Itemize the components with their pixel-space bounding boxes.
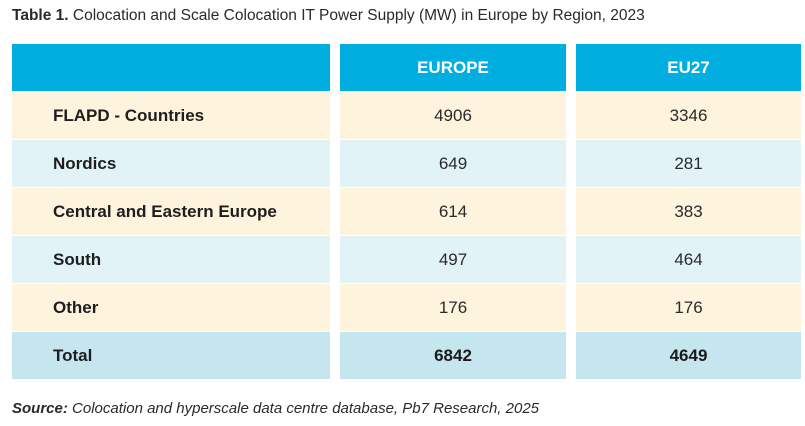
europe-value-cell: 176 <box>340 284 566 331</box>
data-table: EUROPE EU27 FLAPD - Countries 4906 3346 Nor… <box>12 44 801 380</box>
source-label: Source: <box>12 400 68 417</box>
row-label-cell: FLAPD - Countries <box>12 92 330 139</box>
header-cell-europe: EUROPE <box>340 44 566 91</box>
source-text: Colocation and hyperscale data centre da… <box>72 400 540 417</box>
row-label-cell: Nordics <box>12 140 330 187</box>
eu27-value-cell: 176 <box>576 284 801 331</box>
eu27-value-cell: 3346 <box>576 92 801 139</box>
table-title: Table 1. Colocation and Scale Colocation… <box>12 7 645 25</box>
eu27-value-cell: 281 <box>576 140 801 187</box>
europe-value-cell: 6842 <box>340 332 566 379</box>
europe-value-cell: 4906 <box>340 92 566 139</box>
row-label-cell: Total <box>12 332 330 379</box>
header-cell-empty <box>12 44 330 91</box>
source-note: Source: Colocation and hyperscale data c… <box>12 400 539 417</box>
europe-value-cell: 497 <box>340 236 566 283</box>
eu27-value-cell: 4649 <box>576 332 801 379</box>
row-label-cell: Central and Eastern Europe <box>12 188 330 235</box>
eu27-value-cell: 383 <box>576 188 801 235</box>
row-label-cell: South <box>12 236 330 283</box>
header-cell-eu27: EU27 <box>576 44 801 91</box>
row-label-cell: Other <box>12 284 330 331</box>
table-number: Table 1. <box>12 7 69 24</box>
table-title-text: Colocation and Scale Colocation IT Power… <box>72 7 645 24</box>
europe-value-cell: 614 <box>340 188 566 235</box>
europe-value-cell: 649 <box>340 140 566 187</box>
eu27-value-cell: 464 <box>576 236 801 283</box>
